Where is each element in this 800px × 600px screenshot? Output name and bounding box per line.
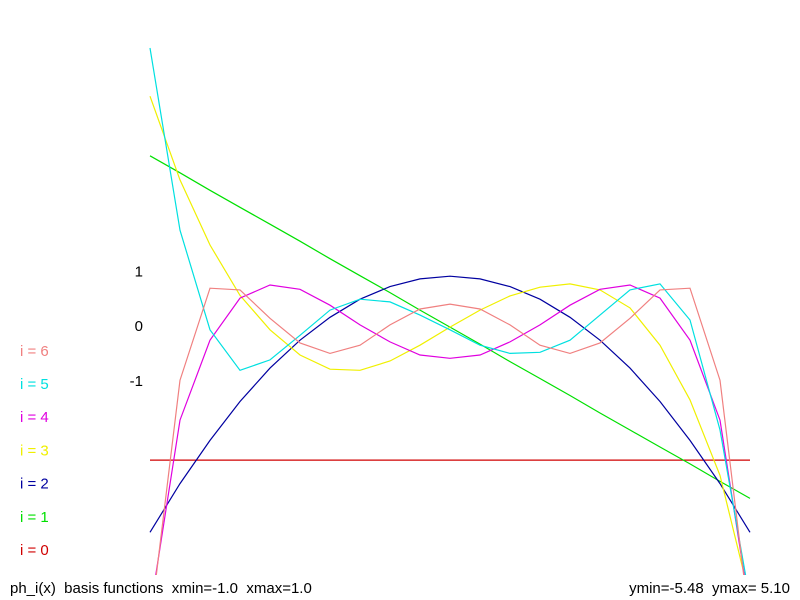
footer-left: ph_i(x) basis functions xmin=-1.0 xmax=1… <box>10 580 312 597</box>
legend-label: i = 6 <box>20 343 49 360</box>
legend-label: i = 3 <box>20 442 49 459</box>
series-line <box>149 275 751 533</box>
series-line <box>155 284 745 575</box>
legend-label: i = 0 <box>20 542 49 559</box>
footer-right: ymin=-5.48 ymax= 5.10 <box>629 580 790 597</box>
series-line <box>149 95 745 575</box>
y-tick-label: 1 <box>135 263 143 280</box>
series-line <box>149 47 747 575</box>
legend-label: i = 5 <box>20 376 49 393</box>
y-tick-label: -1 <box>130 373 143 390</box>
series-line <box>155 287 745 575</box>
legend-label: i = 1 <box>20 509 49 526</box>
legend-label: i = 4 <box>20 409 49 426</box>
legend-label: i = 2 <box>20 476 49 493</box>
y-tick-label: 0 <box>135 318 143 335</box>
